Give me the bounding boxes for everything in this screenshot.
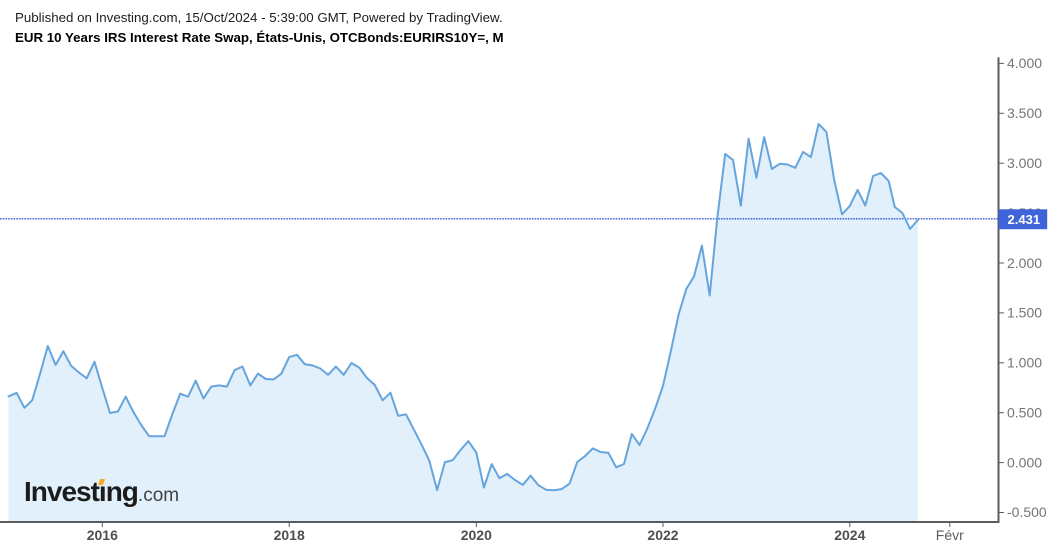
svg-text:2022: 2022 (647, 527, 678, 543)
svg-text:3.000: 3.000 (1007, 155, 1042, 171)
svg-text:2.431: 2.431 (1008, 212, 1041, 227)
svg-text:-0.500: -0.500 (1007, 504, 1047, 520)
svg-text:2.000: 2.000 (1007, 255, 1042, 271)
svg-text:2020: 2020 (461, 527, 492, 543)
svg-text:Févr: Févr (936, 527, 964, 543)
svg-text:0.500: 0.500 (1007, 405, 1042, 421)
svg-text:3.500: 3.500 (1007, 105, 1042, 121)
svg-text:2018: 2018 (274, 527, 305, 543)
svg-text:2024: 2024 (834, 527, 865, 543)
svg-text:2016: 2016 (87, 527, 118, 543)
svg-text:1.000: 1.000 (1007, 355, 1042, 371)
svg-text:1.500: 1.500 (1007, 305, 1042, 321)
svg-text:4.000: 4.000 (1007, 55, 1042, 71)
svg-text:0.000: 0.000 (1007, 455, 1042, 471)
